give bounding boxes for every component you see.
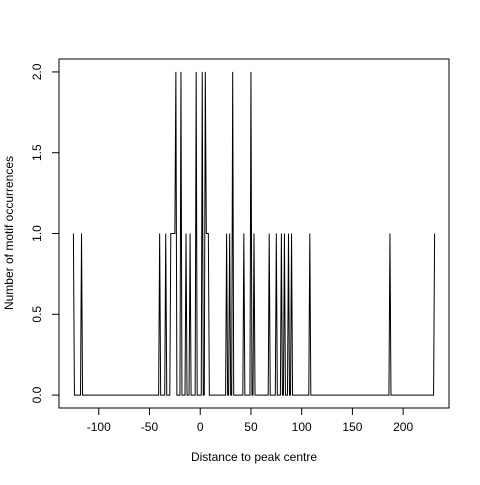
x-tick-label: -100 <box>87 420 111 434</box>
x-tick-label: 0 <box>197 420 204 434</box>
x-axis-title: Distance to peak centre <box>191 450 317 464</box>
data-line <box>72 71 436 396</box>
y-tick-label: 0.5 <box>30 306 44 323</box>
x-tick-label: -50 <box>141 420 159 434</box>
y-tick-label: 1.0 <box>30 225 44 242</box>
y-tick-label: 1.5 <box>30 144 44 161</box>
y-tick-label: 0.0 <box>30 386 44 403</box>
y-axis-title: Number of motif occurrences <box>2 156 16 310</box>
x-tick-label: 150 <box>342 420 362 434</box>
x-tick-label: 50 <box>244 420 258 434</box>
y-tick-label: 2.0 <box>30 63 44 80</box>
x-tick-label: 200 <box>393 420 413 434</box>
x-tick-label: 100 <box>292 420 312 434</box>
